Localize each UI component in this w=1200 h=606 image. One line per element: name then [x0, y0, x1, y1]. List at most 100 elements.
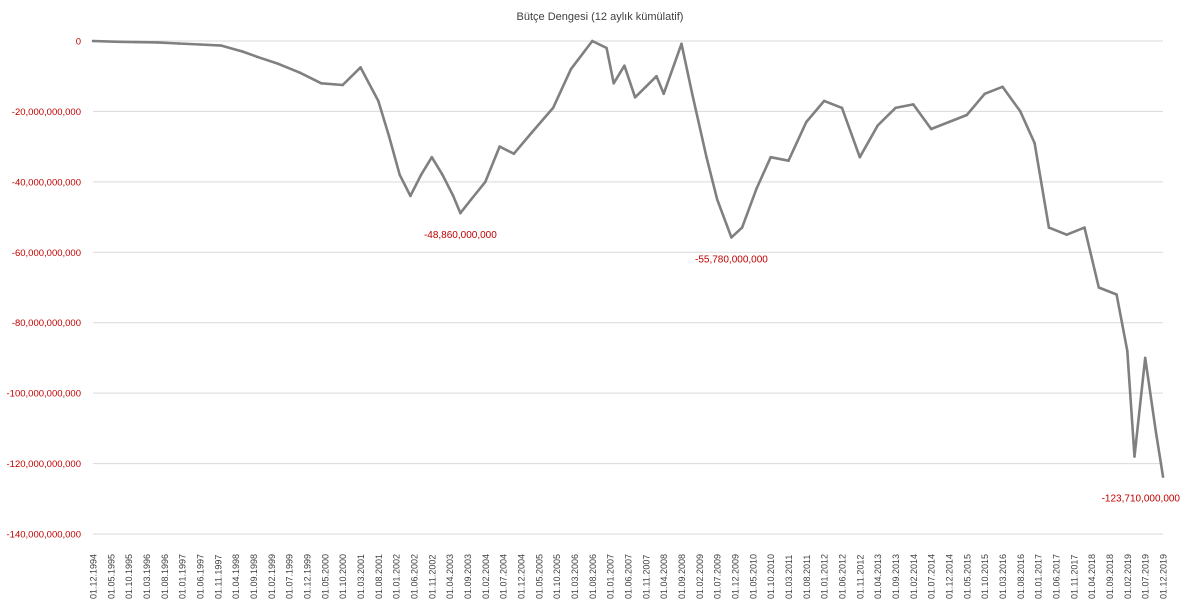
x-tick-label: 01.12.1994: [89, 554, 99, 599]
data-point: [430, 155, 434, 159]
data-point: [451, 194, 455, 198]
data-point: [947, 120, 951, 124]
x-tick-label: 01.07.1999: [285, 554, 295, 599]
data-label: -55,780,000,000: [695, 254, 768, 265]
data-point: [1001, 85, 1004, 89]
series-line: [92, 39, 1165, 477]
x-tick-label: 01.01.2017: [1034, 554, 1044, 599]
x-tick-label: 01.04.2008: [659, 554, 669, 599]
x-tick-label: 01.12.2014: [945, 554, 955, 599]
x-tick-label: 01.03.2016: [998, 554, 1008, 599]
x-tick-label: 01.02.2004: [481, 554, 491, 599]
y-tick-label: -60,000,000,000: [12, 248, 81, 259]
data-point: [359, 66, 362, 69]
x-tick-label: 01.11.2002: [427, 555, 437, 599]
x-tick-label: 01.05.1995: [106, 554, 116, 599]
data-point: [894, 106, 897, 110]
data-point: [1097, 286, 1101, 289]
data-point: [1033, 141, 1036, 145]
x-tick-label: 01.06.2002: [410, 554, 420, 599]
x-tick-label: 01.10.2010: [766, 554, 776, 599]
y-tick-label: -120,000,000,000: [7, 459, 81, 470]
data-point: [341, 83, 345, 87]
data-point: [655, 74, 658, 78]
series-layer: [91, 39, 1165, 478]
y-tick-label: 0: [76, 37, 81, 48]
x-tick-label: 01.05.2010: [748, 554, 758, 599]
y-tick-label: -140,000,000,000: [7, 530, 81, 541]
data-point: [591, 39, 594, 43]
data-point: [91, 39, 95, 43]
x-tick-label: 01.08.1996: [160, 554, 170, 599]
annotations: -48,860,000,000 -55,780,000,000 -123,710,0…: [424, 230, 1180, 505]
data-point: [612, 82, 615, 85]
x-tick-label: 01.12.2009: [731, 554, 741, 599]
data-point: [805, 120, 808, 124]
data-point: [409, 194, 412, 198]
x-tick-label: 01.09.2013: [891, 554, 901, 599]
data-point: [740, 226, 744, 229]
x-tick-label: 01.10.2005: [552, 554, 562, 599]
data-label: -48,860,000,000: [424, 230, 497, 241]
data-point: [198, 43, 202, 46]
data-point: [912, 103, 915, 106]
data-point: [715, 198, 719, 201]
x-tick-label: 01.12.2019: [1159, 554, 1169, 599]
data-point: [459, 211, 462, 215]
y-tick-label: -40,000,000,000: [12, 177, 81, 188]
y-tick-label: -20,000,000,000: [12, 107, 81, 118]
data-point: [876, 124, 879, 127]
x-tick-label: 01.02.2014: [909, 554, 919, 599]
x-tick-label: 01.05.2005: [534, 554, 544, 599]
data-point: [277, 62, 280, 66]
grid-lines: [93, 40, 1163, 535]
x-tick-label: 01.07.2009: [713, 554, 723, 599]
data-point: [498, 145, 501, 148]
x-tick-label: 01.11.2012: [855, 555, 865, 599]
data-label: -123,710,000,000: [1102, 494, 1181, 505]
x-tick-label: 01.12.1999: [303, 554, 313, 599]
data-point: [512, 152, 516, 155]
data-point: [662, 92, 665, 96]
x-tick-label: 01.11.2007: [641, 555, 651, 599]
x-tick-label: 01.01.2002: [392, 554, 402, 599]
x-tick-label: 01.04.2003: [445, 554, 455, 599]
data-point: [730, 236, 733, 239]
data-point: [690, 92, 694, 96]
x-tick-label: 01.07.2004: [499, 554, 509, 599]
data-point: [377, 99, 380, 103]
data-point: [320, 82, 323, 85]
data-point: [1115, 293, 1118, 296]
y-tick-label: -100,000,000,000: [7, 389, 81, 400]
data-point: [113, 40, 116, 43]
x-tick-label: 01.01.2012: [820, 554, 830, 599]
data-point: [441, 173, 444, 177]
x-tick-label: 01.03.2001: [356, 554, 366, 599]
x-axis-ticks: 01.12.1994 01.05.1995 01.10.1995 01.03.1996…: [89, 554, 1169, 599]
data-point: [134, 40, 138, 44]
data-point: [1143, 356, 1147, 360]
data-point: [623, 64, 626, 67]
x-tick-label: 01.10.1995: [124, 554, 134, 599]
data-point: [769, 155, 772, 159]
x-tick-label: 01.06.2017: [1052, 554, 1062, 599]
x-tick-label: 01.02.2009: [695, 554, 705, 599]
x-tick-label: 01.06.1997: [196, 554, 206, 599]
data-point: [298, 71, 302, 74]
x-tick-label: 01.08.2006: [588, 554, 598, 599]
data-point: [469, 198, 473, 201]
data-point: [983, 92, 986, 96]
x-tick-label: 01.01.2007: [606, 554, 616, 599]
y-tick-label: -80,000,000,000: [12, 318, 81, 329]
x-tick-label: 01.09.2018: [1105, 554, 1115, 599]
data-point: [220, 44, 223, 47]
data-point: [1133, 455, 1136, 458]
data-point: [644, 85, 648, 89]
x-tick-label: 01.05.2000: [320, 554, 330, 599]
data-point: [705, 155, 708, 159]
data-point: [177, 42, 180, 45]
data-point: [419, 173, 423, 177]
data-point: [1065, 233, 1068, 236]
